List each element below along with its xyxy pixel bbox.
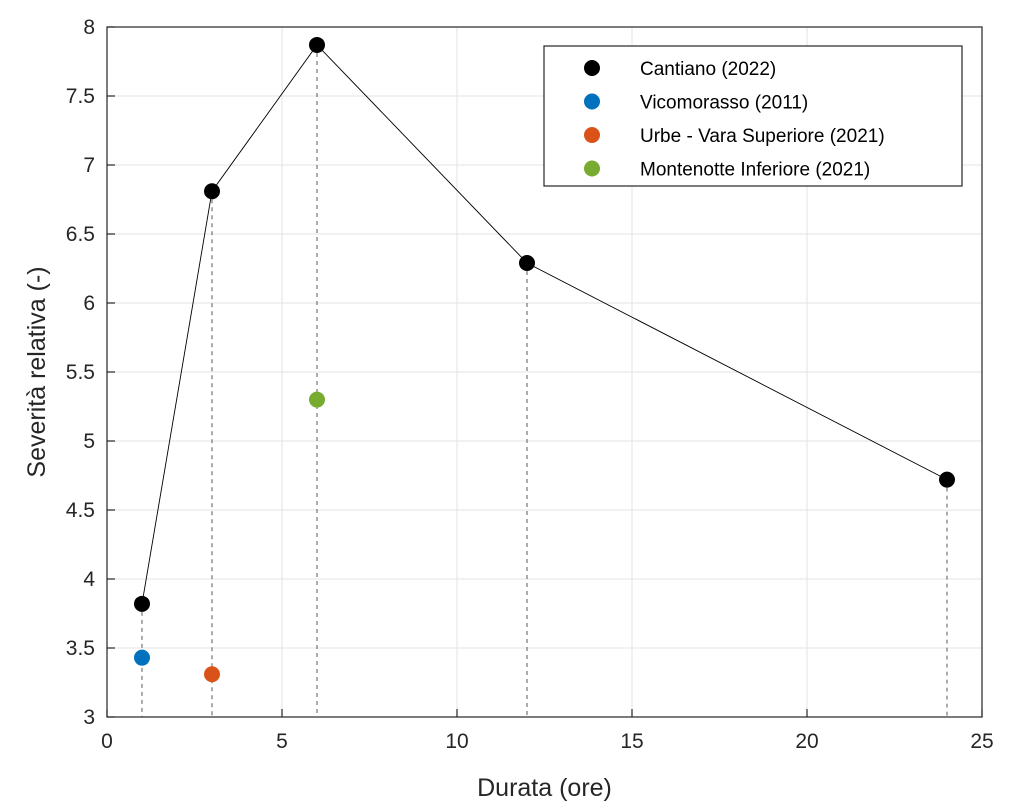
y-axis-ticks: 3 3.5 4 4.5 5 5.5 6 6.5 7 7.5 8 [66, 16, 115, 729]
legend-marker [584, 127, 600, 143]
y-tick-label: 8 [83, 16, 95, 39]
legend-label: Urbe - Vara Superiore (2021) [640, 126, 885, 147]
x-tick-label: 15 [620, 730, 643, 753]
y-tick-label: 4.5 [66, 499, 95, 522]
y-tick-label: 6.5 [66, 223, 95, 246]
data-point [204, 666, 220, 683]
y-tick-label: 7 [83, 154, 95, 177]
data-points [134, 36, 955, 683]
y-tick-label: 5 [83, 430, 95, 453]
legend-label: Montenotte Inferiore (2021) [640, 160, 870, 181]
legend-marker [584, 93, 600, 110]
legend-box [543, 45, 963, 187]
x-axis-title: Durata (ore) [477, 774, 612, 802]
data-point [204, 183, 220, 200]
legend: Cantiano (2022) Vicomorasso (2011) Urbe - … [543, 45, 963, 187]
y-axis-title: Severità relativa (-) [23, 266, 51, 477]
legend-label: Cantiano (2022) [640, 59, 776, 80]
legend-marker [584, 60, 600, 76]
y-tick-label: 3.5 [66, 637, 95, 660]
x-tick-label: 0 [101, 730, 113, 753]
x-axis-ticks: 0 5 10 15 20 25 [101, 709, 994, 753]
data-point [134, 595, 150, 612]
y-tick-label: 4 [83, 568, 95, 591]
legend-marker [584, 160, 600, 177]
data-point [309, 391, 325, 408]
x-tick-label: 20 [795, 730, 818, 753]
x-tick-label: 5 [276, 730, 288, 753]
data-point [134, 649, 150, 666]
legend-label: Vicomorasso (2011) [640, 93, 808, 114]
y-tick-label: 3 [83, 706, 95, 729]
x-tick-label: 25 [970, 730, 993, 753]
y-tick-label: 6 [83, 292, 95, 315]
data-point [519, 254, 535, 271]
data-point [939, 471, 955, 488]
y-tick-label: 5.5 [66, 361, 95, 384]
x-tick-label: 10 [445, 730, 468, 753]
data-point [309, 36, 325, 53]
y-tick-label: 7.5 [66, 85, 95, 108]
